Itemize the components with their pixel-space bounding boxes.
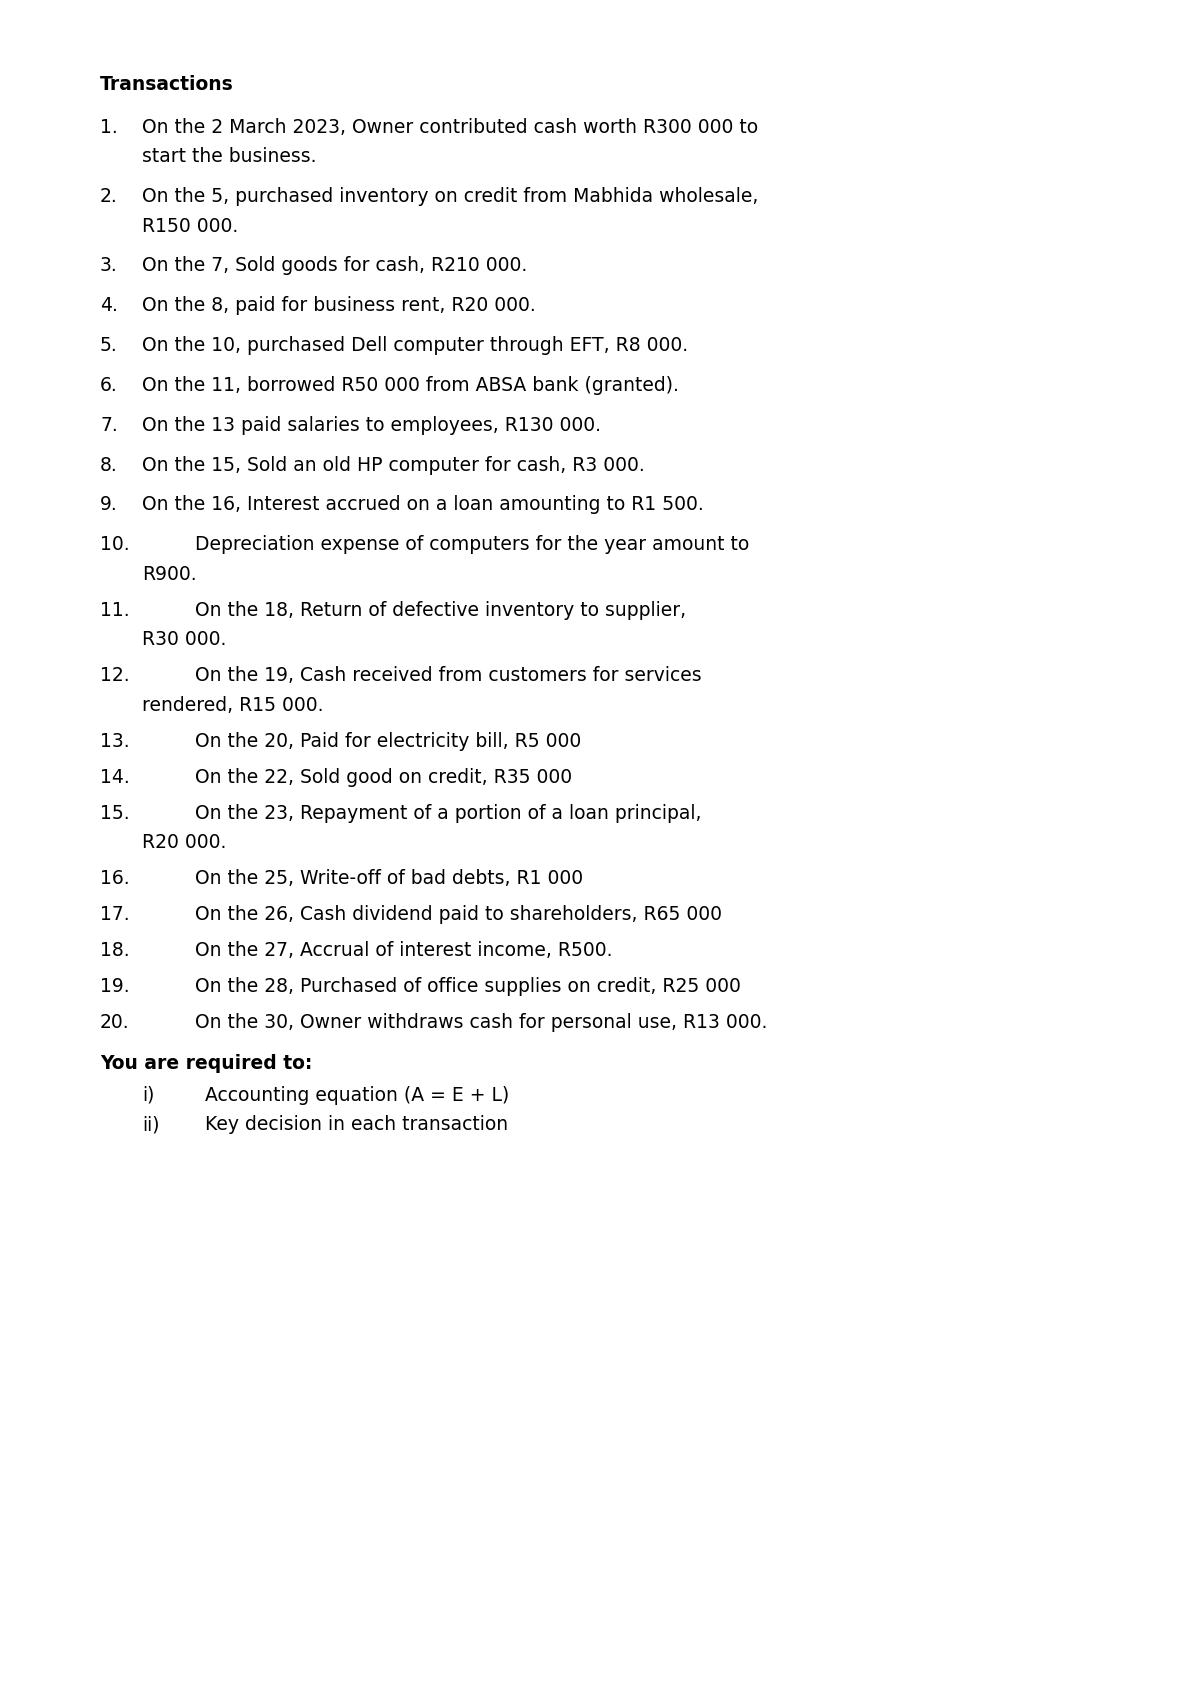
Text: 11.: 11. [100, 601, 130, 619]
Text: You are required to:: You are required to: [100, 1054, 312, 1073]
Text: R150 000.: R150 000. [142, 217, 239, 236]
Text: i): i) [142, 1086, 155, 1105]
Text: 14.: 14. [100, 767, 130, 787]
Text: On the 25, Write-off of bad debts, R1 000: On the 25, Write-off of bad debts, R1 00… [194, 869, 583, 888]
Text: On the 10, purchased Dell computer through EFT, R8 000.: On the 10, purchased Dell computer throu… [142, 336, 688, 355]
Text: 19.: 19. [100, 977, 130, 996]
Text: Depreciation expense of computers for the year amount to: Depreciation expense of computers for th… [194, 535, 749, 555]
Text: rendered, R15 000.: rendered, R15 000. [142, 696, 324, 714]
Text: 8.: 8. [100, 455, 118, 475]
Text: On the 13 paid salaries to employees, R130 000.: On the 13 paid salaries to employees, R1… [142, 416, 601, 434]
Text: 17.: 17. [100, 905, 130, 925]
Text: 20.: 20. [100, 1013, 130, 1032]
Text: On the 7, Sold goods for cash, R210 000.: On the 7, Sold goods for cash, R210 000. [142, 256, 527, 275]
Text: On the 16, Interest accrued on a loan amounting to R1 500.: On the 16, Interest accrued on a loan am… [142, 496, 703, 514]
Text: R30 000.: R30 000. [142, 630, 227, 650]
Text: 15.: 15. [100, 804, 130, 823]
Text: On the 8, paid for business rent, R20 000.: On the 8, paid for business rent, R20 00… [142, 297, 535, 316]
Text: On the 23, Repayment of a portion of a loan principal,: On the 23, Repayment of a portion of a l… [194, 804, 702, 823]
Text: On the 18, Return of defective inventory to supplier,: On the 18, Return of defective inventory… [194, 601, 686, 619]
Text: On the 15, Sold an old HP computer for cash, R3 000.: On the 15, Sold an old HP computer for c… [142, 455, 644, 475]
Text: 5.: 5. [100, 336, 118, 355]
Text: 10.: 10. [100, 535, 130, 555]
Text: 2.: 2. [100, 187, 118, 205]
Text: ii): ii) [142, 1115, 160, 1135]
Text: start the business.: start the business. [142, 148, 317, 166]
Text: On the 26, Cash dividend paid to shareholders, R65 000: On the 26, Cash dividend paid to shareho… [194, 905, 722, 925]
Text: 13.: 13. [100, 731, 130, 750]
Text: Key decision in each transaction: Key decision in each transaction [205, 1115, 508, 1135]
Text: R900.: R900. [142, 565, 197, 584]
Text: On the 30, Owner withdraws cash for personal use, R13 000.: On the 30, Owner withdraws cash for pers… [194, 1013, 767, 1032]
Text: 3.: 3. [100, 256, 118, 275]
Text: 6.: 6. [100, 377, 118, 395]
Text: R20 000.: R20 000. [142, 833, 227, 852]
Text: On the 11, borrowed R50 000 from ABSA bank (granted).: On the 11, borrowed R50 000 from ABSA ba… [142, 377, 679, 395]
Text: Accounting equation (A = E + L): Accounting equation (A = E + L) [205, 1086, 509, 1105]
Text: Transactions: Transactions [100, 75, 234, 93]
Text: 16.: 16. [100, 869, 130, 888]
Text: 18.: 18. [100, 942, 130, 961]
Text: On the 27, Accrual of interest income, R500.: On the 27, Accrual of interest income, R… [194, 942, 612, 961]
Text: On the 22, Sold good on credit, R35 000: On the 22, Sold good on credit, R35 000 [194, 767, 572, 787]
Text: On the 20, Paid for electricity bill, R5 000: On the 20, Paid for electricity bill, R5… [194, 731, 581, 750]
Text: On the 5, purchased inventory on credit from Mabhida wholesale,: On the 5, purchased inventory on credit … [142, 187, 758, 205]
Text: 1.: 1. [100, 117, 118, 137]
Text: On the 28, Purchased of office supplies on credit, R25 000: On the 28, Purchased of office supplies … [194, 977, 740, 996]
Text: 4.: 4. [100, 297, 118, 316]
Text: 12.: 12. [100, 667, 130, 686]
Text: On the 19, Cash received from customers for services: On the 19, Cash received from customers … [194, 667, 702, 686]
Text: 7.: 7. [100, 416, 118, 434]
Text: 9.: 9. [100, 496, 118, 514]
Text: On the 2 March 2023, Owner contributed cash worth R300 000 to: On the 2 March 2023, Owner contributed c… [142, 117, 758, 137]
